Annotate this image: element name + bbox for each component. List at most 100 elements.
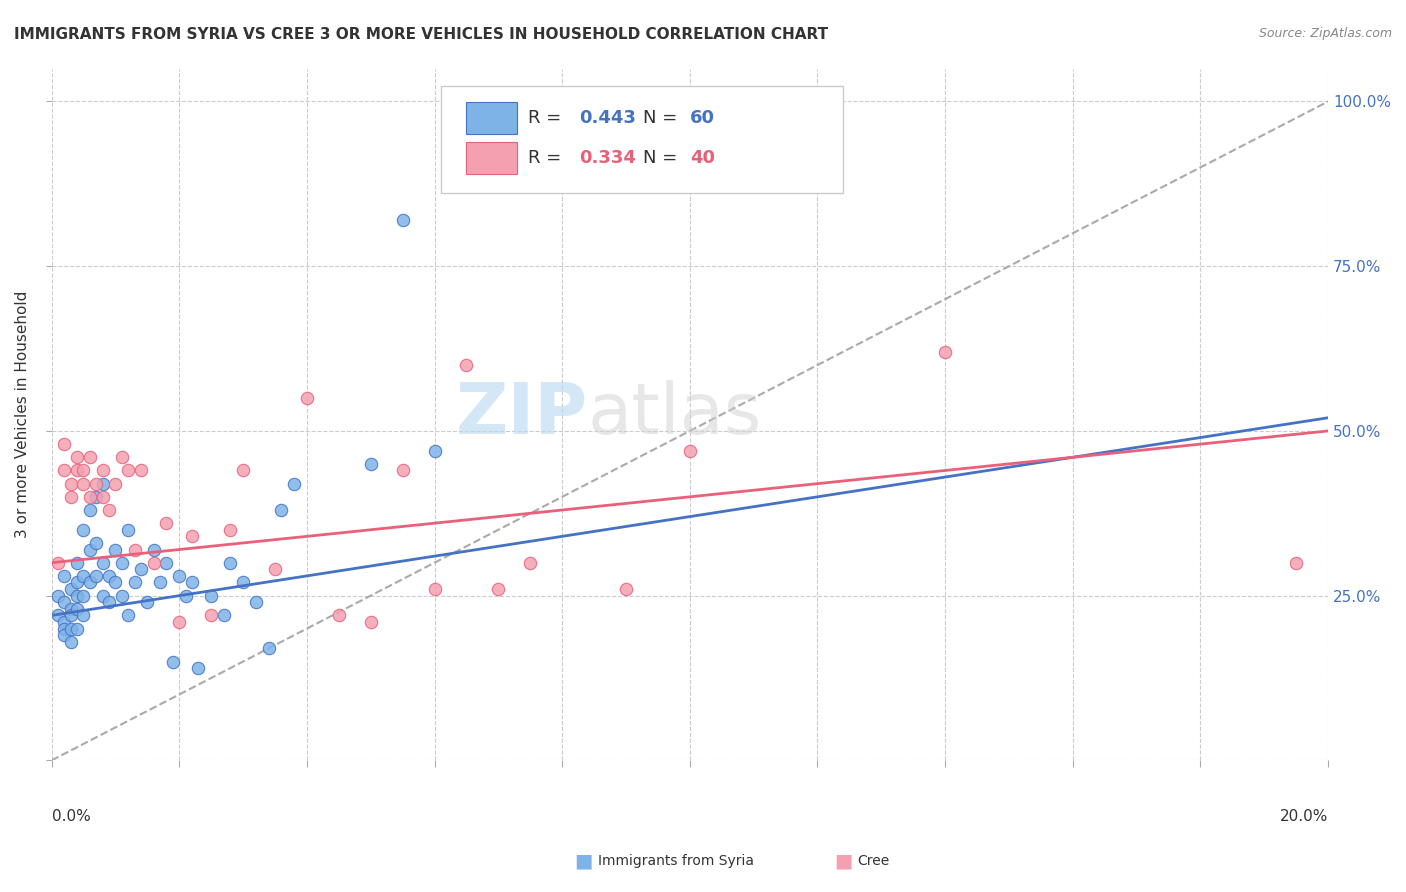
Point [53,463,76,477]
Point [124,575,146,590]
Point [212,608,235,623]
Point [104,542,127,557]
FancyBboxPatch shape [467,142,517,174]
Point [59,608,82,623]
Text: ZIP: ZIP [456,380,588,449]
Point [1285,556,1308,570]
Point [84,490,107,504]
Point [200,589,222,603]
Point [98,569,121,583]
Point [155,516,177,531]
Text: 40: 40 [690,149,714,167]
Point [79,503,101,517]
Text: N =: N = [643,110,682,128]
Point [391,213,413,227]
Point [167,615,190,629]
Point [456,358,478,372]
Point [423,443,446,458]
Point [79,450,101,465]
Point [142,542,165,557]
Point [117,463,139,477]
Text: 0.334: 0.334 [579,149,636,167]
Point [934,344,956,359]
Point [84,536,107,550]
Text: IMMIGRANTS FROM SYRIA VS CREE 3 OR MORE VEHICLES IN HOUSEHOLD CORRELATION CHART: IMMIGRANTS FROM SYRIA VS CREE 3 OR MORE … [14,27,828,42]
Point [117,523,139,537]
Point [59,476,82,491]
Point [91,556,114,570]
Point [232,575,254,590]
Text: 20.0%: 20.0% [1279,809,1329,824]
FancyBboxPatch shape [441,86,844,193]
Point [59,602,82,616]
Point [72,476,94,491]
FancyBboxPatch shape [467,103,517,135]
Point [360,457,382,471]
Text: atlas: atlas [588,380,762,449]
Point [219,556,242,570]
Point [181,529,204,543]
Point [46,608,69,623]
Point [79,575,101,590]
Point [91,476,114,491]
Point [295,391,318,405]
Point [72,523,94,537]
Point [111,556,134,570]
Point [519,556,541,570]
Point [84,569,107,583]
Point [53,595,76,609]
Point [59,622,82,636]
Point [72,608,94,623]
Point [486,582,509,596]
Point [72,589,94,603]
Point [423,582,446,596]
Point [360,615,382,629]
Point [91,463,114,477]
Text: Source: ZipAtlas.com: Source: ZipAtlas.com [1258,27,1392,40]
Point [79,490,101,504]
Point [142,556,165,570]
Point [245,595,267,609]
Point [200,608,222,623]
Text: N =: N = [643,149,682,167]
Text: R =: R = [527,149,567,167]
Point [66,622,89,636]
Point [149,575,172,590]
Point [104,575,127,590]
Text: 60: 60 [690,110,714,128]
Point [72,463,94,477]
Point [104,476,127,491]
Point [66,589,89,603]
Point [117,608,139,623]
Point [219,523,242,537]
Point [53,437,76,451]
Point [98,595,121,609]
Point [174,589,197,603]
Point [181,575,204,590]
Text: 0.0%: 0.0% [52,809,90,824]
Point [66,463,89,477]
Point [84,476,107,491]
Point [283,476,305,491]
Point [162,655,184,669]
Point [59,582,82,596]
Point [53,628,76,642]
Point [53,569,76,583]
Point [72,569,94,583]
Point [59,490,82,504]
Point [124,542,146,557]
Point [155,556,177,570]
Point [111,450,134,465]
Point [679,443,702,458]
Text: ■: ■ [574,851,593,871]
Point [391,463,413,477]
Point [129,463,152,477]
Point [257,641,280,656]
Point [91,589,114,603]
Point [187,661,209,675]
Text: R =: R = [527,110,567,128]
Point [46,589,69,603]
Text: ■: ■ [834,851,853,871]
Point [232,463,254,477]
Point [66,556,89,570]
